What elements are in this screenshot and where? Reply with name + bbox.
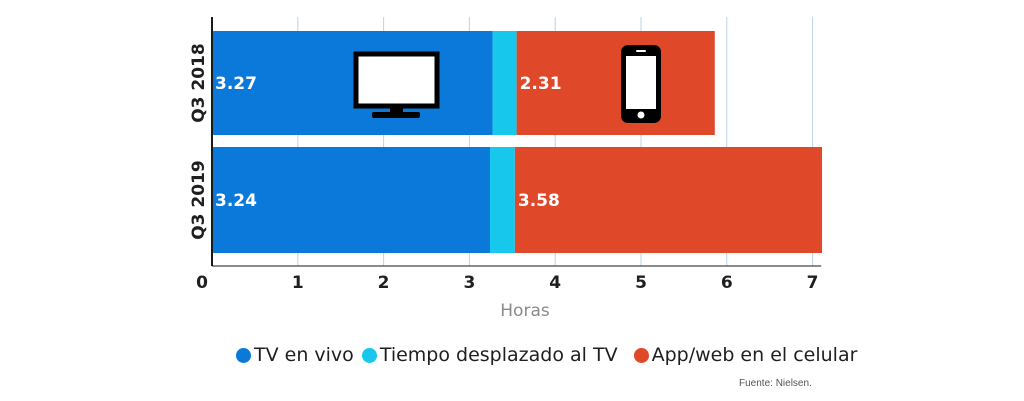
tv-icon xyxy=(353,51,440,118)
data-label-app-web-en-el-celular-q3-2018: 2.31 xyxy=(520,74,562,94)
legend: TV en vivo Tiempo desplazado al TV App/w… xyxy=(236,344,873,366)
bar-app-web-en-el-celular-q3-2018 xyxy=(516,31,715,135)
data-label-app-web-en-el-celular-q3-2019: 3.58 xyxy=(518,191,560,211)
smartphone-icon-screen xyxy=(626,56,656,109)
bar-tiempo-desplazado-al-tv-q3-2018 xyxy=(492,31,517,135)
legend-item-app-web: App/web en el celular xyxy=(633,344,858,366)
x-tick-label-0: 0 xyxy=(196,273,208,293)
x-tick-label-6: 6 xyxy=(721,273,733,293)
x-tick-label-2: 2 xyxy=(378,273,390,293)
x-tick-label-1: 1 xyxy=(292,273,304,293)
x-tick-label-3: 3 xyxy=(463,273,475,293)
legend-label-app-web: App/web en el celular xyxy=(651,344,858,366)
legend-item-tiempo-desplazado: Tiempo desplazado al TV xyxy=(361,344,618,366)
smartphone-icon-button xyxy=(637,111,645,119)
tv-icon-stand xyxy=(372,112,420,118)
legend-label-tv-en-vivo: TV en vivo xyxy=(254,344,354,366)
x-tick-label-7: 7 xyxy=(807,273,819,293)
legend-item-tv-en-vivo: TV en vivo xyxy=(236,344,354,366)
tv-icon-screen xyxy=(353,51,440,109)
legend-swatch-tiempo-desplazado xyxy=(361,347,377,363)
bar-app-web-en-el-celular-q3-2019 xyxy=(514,147,823,253)
category-label-q3-2018: Q3 2018 xyxy=(189,43,209,123)
bar-tv-en-vivo-q3-2019 xyxy=(212,147,490,253)
source-note: Fuente: Nielsen. xyxy=(739,378,812,389)
tv-icon-neck xyxy=(390,106,403,114)
legend-label-tiempo-desplazado: Tiempo desplazado al TV xyxy=(379,344,618,366)
x-axis-label: Horas xyxy=(500,301,550,321)
data-label-tv-en-vivo-q3-2018: 3.27 xyxy=(215,74,257,94)
category-label-q3-2019: Q3 2019 xyxy=(189,160,209,240)
x-tick-label-4: 4 xyxy=(549,273,561,293)
legend-swatch-tv-en-vivo xyxy=(236,347,251,363)
bar-tiempo-desplazado-al-tv-q3-2019 xyxy=(489,147,515,253)
data-label-tv-en-vivo-q3-2019: 3.24 xyxy=(215,191,257,211)
bar-tv-en-vivo-q3-2018 xyxy=(212,31,493,135)
smartphone-icon-speaker xyxy=(636,50,646,52)
legend-swatch-app-web xyxy=(633,347,649,363)
smartphone-icon xyxy=(621,45,661,123)
x-tick-label-5: 5 xyxy=(635,273,647,293)
